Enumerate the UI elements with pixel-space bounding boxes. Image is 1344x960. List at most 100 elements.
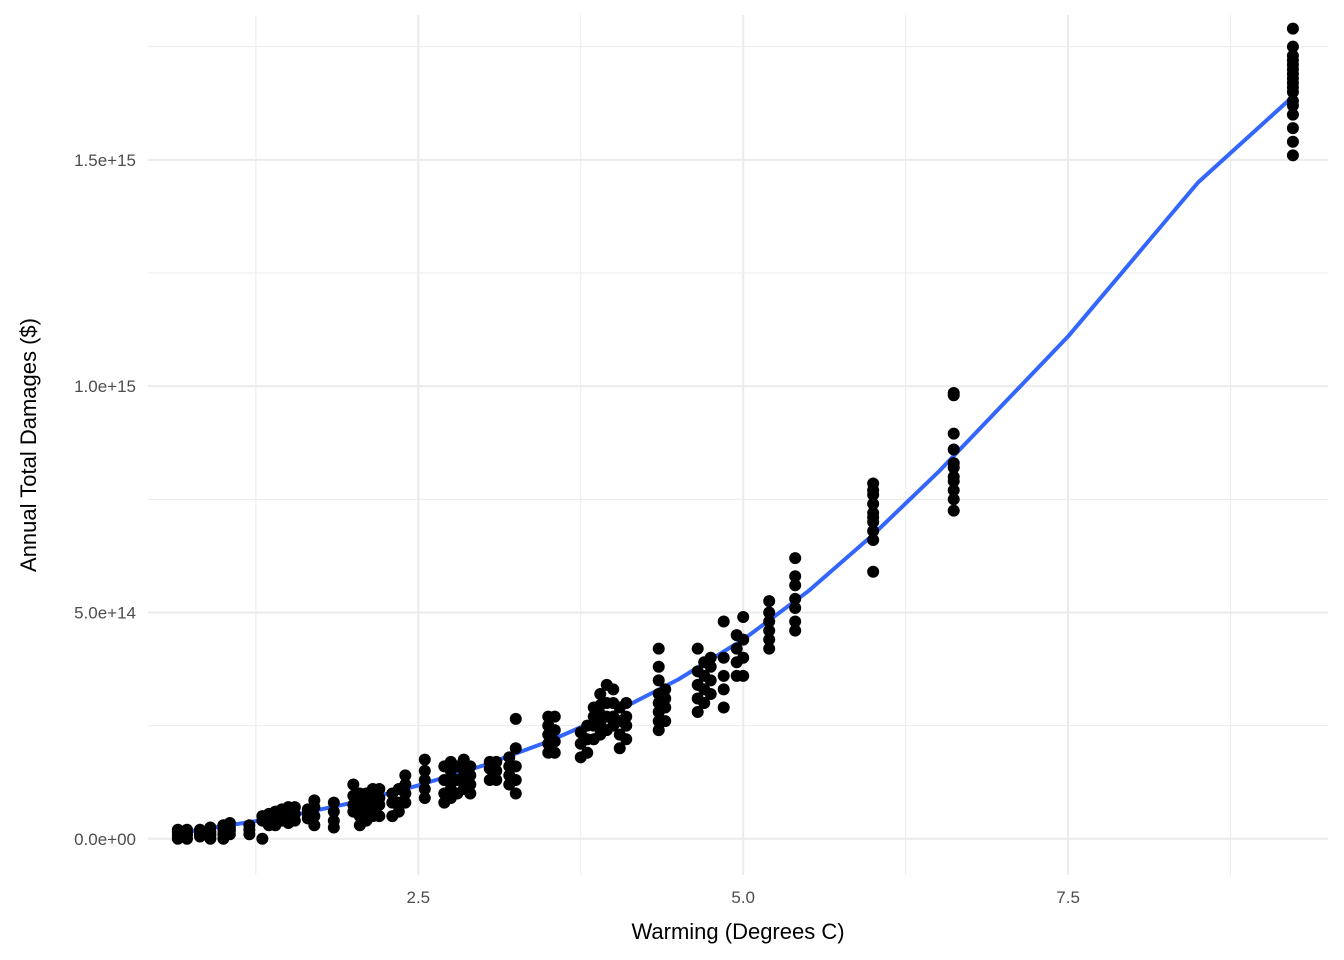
data-point [399, 787, 412, 800]
x-tick-label: 5.0 [731, 888, 755, 907]
data-point [347, 798, 360, 811]
y-tick-label: 0.0e+00 [74, 830, 136, 849]
data-point [704, 674, 717, 687]
data-point [607, 683, 620, 696]
data-point [1286, 22, 1299, 35]
data-point [620, 733, 633, 746]
data-point [1286, 122, 1299, 135]
data-point [737, 633, 750, 646]
data-point [704, 660, 717, 673]
data-point [490, 764, 503, 777]
data-point [659, 701, 672, 714]
data-point [947, 457, 960, 470]
data-point [763, 606, 776, 619]
data-point [256, 832, 269, 845]
data-point [464, 787, 477, 800]
data-point [392, 805, 405, 818]
major-gridlines [148, 15, 1328, 875]
data-point [763, 633, 776, 646]
data-point [399, 778, 412, 791]
data-point [418, 764, 431, 777]
data-point [947, 427, 960, 440]
data-point [464, 778, 477, 791]
data-point [594, 687, 607, 700]
data-point [763, 624, 776, 637]
x-axis-tick-labels: 2.5 5.0 7.5 [406, 888, 1079, 907]
data-point [620, 710, 633, 723]
data-point [223, 816, 236, 829]
data-point [659, 715, 672, 728]
data-point [789, 552, 802, 565]
data-point [327, 814, 340, 827]
data-point [418, 783, 431, 795]
data-point [509, 742, 522, 755]
data-point [691, 642, 704, 655]
data-point [789, 624, 802, 637]
data-point [490, 773, 503, 786]
data-point [509, 787, 522, 800]
data-point [1286, 49, 1299, 62]
data-point [509, 773, 522, 786]
data-point [347, 789, 360, 802]
data-point [789, 615, 802, 628]
data-point [947, 493, 960, 506]
data-point [620, 697, 633, 709]
data-point [464, 760, 477, 773]
x-axis-title: Warming (Degrees C) [631, 919, 844, 944]
data-point [867, 497, 880, 510]
data-point [947, 504, 960, 517]
data-point [659, 683, 672, 696]
data-point [1286, 95, 1299, 107]
data-point [698, 697, 711, 709]
data-point [737, 611, 750, 623]
minor-gridlines [148, 15, 1328, 875]
data-point [418, 792, 431, 805]
data-point [763, 642, 776, 655]
data-point [373, 810, 386, 823]
data-point [789, 601, 802, 614]
data-point [867, 506, 880, 519]
data-point [652, 674, 665, 687]
data-point [418, 773, 431, 786]
data-point [373, 783, 386, 795]
data-point [763, 615, 776, 628]
data-point [947, 386, 960, 399]
data-point [613, 742, 626, 755]
data-point [789, 570, 802, 583]
y-tick-label: 1.0e+15 [74, 377, 136, 396]
data-point [308, 810, 321, 823]
y-axis-tick-labels: 0.0e+00 5.0e+14 1.0e+15 1.5e+15 [74, 151, 136, 849]
data-point [1286, 40, 1299, 53]
data-point [947, 443, 960, 456]
data-point [947, 470, 960, 483]
data-point [581, 746, 594, 759]
x-tick-label: 2.5 [406, 888, 430, 907]
data-point [659, 692, 672, 705]
data-point [704, 687, 717, 700]
data-point [373, 792, 386, 805]
data-point [717, 669, 730, 682]
data-point [1286, 135, 1299, 148]
data-point [347, 778, 360, 791]
data-point [652, 660, 665, 673]
data-point [1286, 108, 1299, 121]
data-point [652, 724, 665, 737]
data-point [717, 615, 730, 628]
data-point [691, 706, 704, 719]
data-point [1286, 149, 1299, 162]
data-point [204, 821, 217, 834]
data-point [867, 525, 880, 537]
data-point [399, 769, 412, 782]
data-point [704, 651, 717, 664]
data-point [464, 769, 477, 782]
y-tick-label: 5.0e+14 [74, 603, 136, 622]
data-point [947, 484, 960, 497]
x-tick-label: 7.5 [1056, 888, 1080, 907]
data-point [717, 683, 730, 696]
data-point [171, 823, 184, 836]
data-point [418, 753, 431, 766]
data-point [180, 823, 193, 836]
data-point [327, 796, 340, 809]
data-point [717, 651, 730, 664]
